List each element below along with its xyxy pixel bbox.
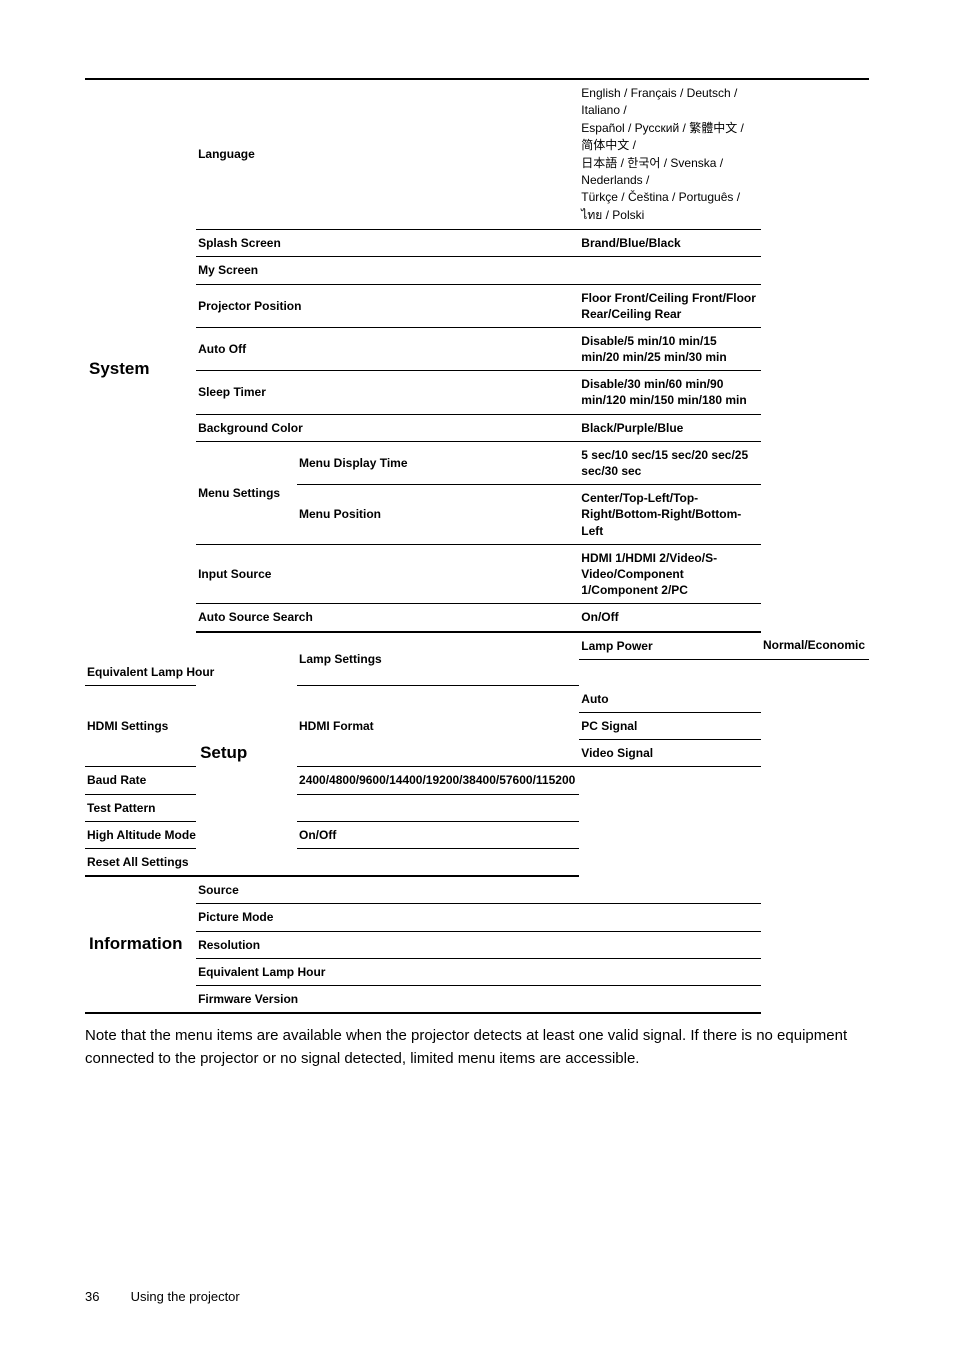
row-test-pattern: Test Pattern <box>85 794 869 821</box>
row-info-lamp-hour: Equivalent Lamp Hour <box>85 958 869 985</box>
row-auto-source-search: Auto Source Search On/Off <box>85 604 869 632</box>
category-system: System <box>85 80 196 659</box>
row-splash-screen: Splash Screen Brand/Blue/Black <box>85 230 869 257</box>
label-hdmi-format: HDMI Format <box>297 686 579 767</box>
label-info-source: Source <box>196 876 761 904</box>
category-information: Information <box>85 876 196 1013</box>
row-sleep-timer: Sleep Timer Disable/30 min/60 min/90 min… <box>85 371 869 414</box>
label-background-color: Background Color <box>196 414 579 441</box>
label-info-firmware: Firmware Version <box>196 985 761 1013</box>
label-splash-screen: Splash Screen <box>196 230 579 257</box>
value-menu-position: Center/Top-Left/Top-Right/Bottom-Right/B… <box>579 485 761 545</box>
page-number: 36 <box>85 1289 127 1304</box>
label-auto-off: Auto Off <box>196 327 579 370</box>
label-test-pattern: Test Pattern <box>85 794 579 821</box>
menu-table: System Language English / Français / Deu… <box>85 80 869 1014</box>
label-input-source: Input Source <box>196 544 579 604</box>
row-info-firmware: Firmware Version <box>85 985 869 1013</box>
label-hdmi-settings: HDMI Settings <box>85 686 196 767</box>
value-hdmi-auto: Auto <box>579 686 761 713</box>
label-my-screen: My Screen <box>196 257 761 284</box>
label-auto-source-search: Auto Source Search <box>196 604 579 632</box>
category-information-label: Information <box>89 934 183 953</box>
value-hdmi-video: Video Signal <box>579 740 761 767</box>
page-footer: 36 Using the projector <box>85 1289 240 1304</box>
label-language: Language <box>196 80 579 230</box>
value-language: English / Français / Deutsch / Italiano … <box>579 80 761 230</box>
row-auto-off: Auto Off Disable/5 min/10 min/15 min/20 … <box>85 327 869 370</box>
value-high-altitude: On/Off <box>297 821 579 848</box>
value-lamp-power: Normal/Economic <box>761 632 869 660</box>
row-reset-all: Reset All Settings <box>85 849 869 877</box>
row-info-picture-mode: Picture Mode <box>85 904 869 931</box>
value-splash-screen: Brand/Blue/Black <box>579 230 761 257</box>
label-sleep-timer: Sleep Timer <box>196 371 579 414</box>
value-auto-source-search: On/Off <box>579 604 761 632</box>
label-projector-position: Projector Position <box>196 284 579 327</box>
row-info-resolution: Resolution <box>85 931 869 958</box>
label-info-resolution: Resolution <box>196 931 761 958</box>
row-my-screen: My Screen <box>85 257 869 284</box>
value-auto-off: Disable/5 min/10 min/15 min/20 min/25 mi… <box>579 327 761 370</box>
value-input-source: HDMI 1/HDMI 2/Video/S-Video/Component 1/… <box>579 544 761 604</box>
row-projector-position: Projector Position Floor Front/Ceiling F… <box>85 284 869 327</box>
row-baud-rate: Baud Rate 2400/4800/9600/14400/19200/384… <box>85 767 869 794</box>
value-background-color: Black/Purple/Blue <box>579 414 761 441</box>
value-baud-rate: 2400/4800/9600/14400/19200/38400/57600/1… <box>297 767 579 794</box>
row-lamp-power: Setup Lamp Settings Lamp Power Normal/Ec… <box>85 632 869 660</box>
row-language: System Language English / Français / Deu… <box>85 80 869 230</box>
label-menu-display-time: Menu Display Time <box>297 441 579 484</box>
label-lamp-settings: Lamp Settings <box>297 632 579 686</box>
label-info-lamp-hour: Equivalent Lamp Hour <box>196 958 761 985</box>
note-paragraph: Note that the menu items are available w… <box>85 1024 869 1071</box>
label-info-picture-mode: Picture Mode <box>196 904 761 931</box>
row-menu-display-time: Menu Settings Menu Display Time 5 sec/10… <box>85 441 869 484</box>
value-sleep-timer: Disable/30 min/60 min/90 min/120 min/150… <box>579 371 761 414</box>
row-input-source: Input Source HDMI 1/HDMI 2/Video/S-Video… <box>85 544 869 604</box>
label-equivalent-lamp-hour-setup: Equivalent Lamp Hour <box>85 659 297 686</box>
value-projector-position: Floor Front/Ceiling Front/Floor Rear/Cei… <box>579 284 761 327</box>
label-menu-settings: Menu Settings <box>196 441 297 544</box>
label-reset-all: Reset All Settings <box>85 849 579 877</box>
category-system-label: System <box>89 359 149 378</box>
row-high-altitude: High Altitude Mode On/Off <box>85 821 869 848</box>
label-menu-position: Menu Position <box>297 485 579 545</box>
category-setup-label: Setup <box>200 743 247 762</box>
value-menu-display-time: 5 sec/10 sec/15 sec/20 sec/25 sec/30 sec <box>579 441 761 484</box>
row-background-color: Background Color Black/Purple/Blue <box>85 414 869 441</box>
label-high-altitude: High Altitude Mode <box>85 821 297 848</box>
footer-section-title: Using the projector <box>131 1289 240 1304</box>
value-hdmi-pc: PC Signal <box>579 713 761 740</box>
label-lamp-power: Lamp Power <box>579 632 761 660</box>
row-info-source: Information Source <box>85 876 869 904</box>
label-baud-rate: Baud Rate <box>85 767 297 794</box>
